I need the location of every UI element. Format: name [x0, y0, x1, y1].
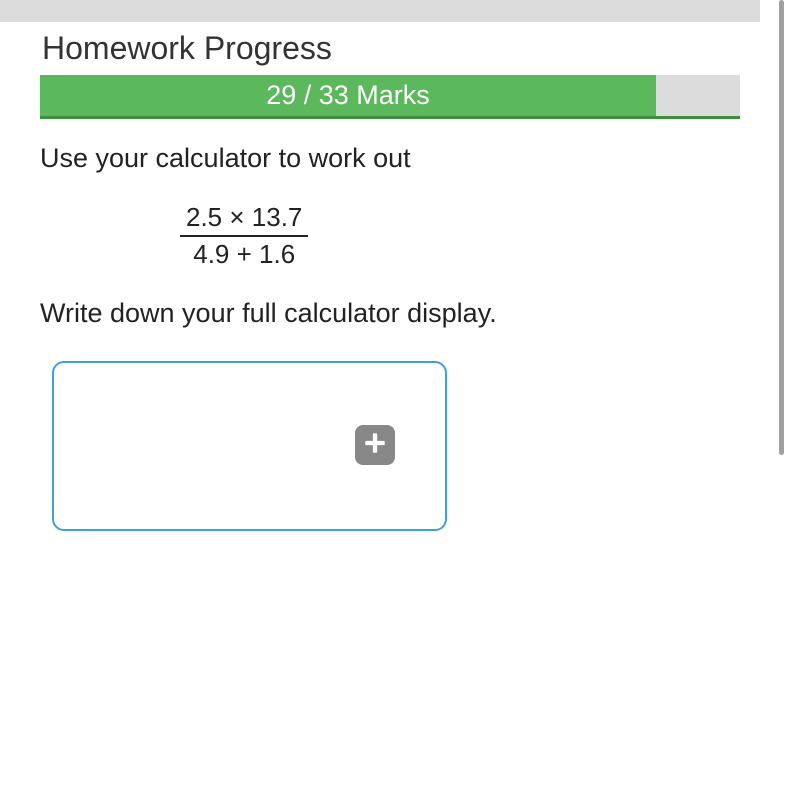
top-bar — [0, 0, 760, 22]
progress-bar: 29 / 33 Marks — [40, 75, 740, 119]
page-title: Homework Progress — [40, 30, 780, 67]
fraction-numerator: 2.5 × 13.7 — [180, 202, 308, 237]
question-instruction: Write down your full calculator display. — [40, 298, 780, 329]
main-container: Homework Progress 29 / 33 Marks Use your… — [0, 30, 800, 531]
fraction-expression: 2.5 × 13.7 4.9 + 1.6 — [180, 202, 308, 270]
plus-icon — [362, 430, 388, 461]
question-prompt: Use your calculator to work out — [40, 143, 780, 174]
answer-input[interactable] — [52, 361, 447, 531]
progress-fill: 29 / 33 Marks — [40, 75, 656, 116]
fraction-denominator: 4.9 + 1.6 — [180, 237, 308, 270]
scrollbar[interactable] — [779, 0, 784, 455]
add-button[interactable] — [355, 425, 395, 465]
progress-label: 29 / 33 Marks — [266, 80, 430, 111]
